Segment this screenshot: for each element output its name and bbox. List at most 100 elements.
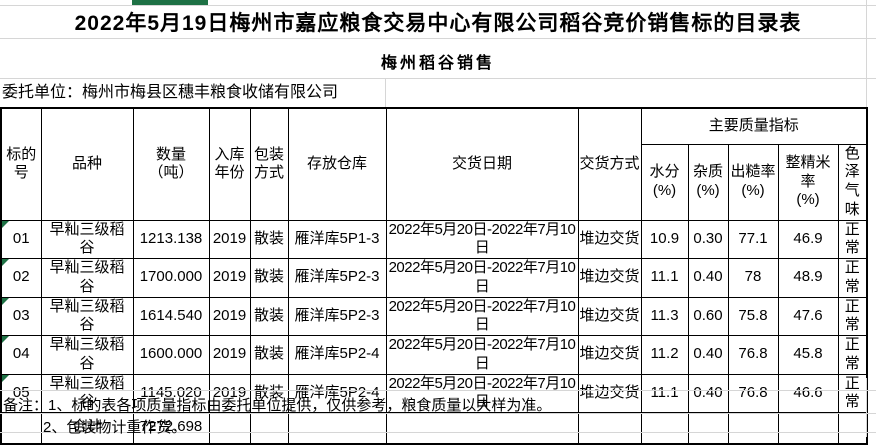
bid-number-cell[interactable]: 03 — [0, 296, 42, 336]
comment-marker-icon — [2, 220, 9, 228]
table-cell[interactable]: 11.1 — [640, 258, 689, 298]
table-cell[interactable]: 散装 — [249, 258, 289, 298]
table-cell[interactable]: 正常 — [837, 296, 868, 336]
table-cell[interactable]: 早籼三级稻谷 — [40, 296, 134, 336]
table-cell[interactable]: 正常 — [837, 335, 868, 375]
table-cell[interactable] — [385, 412, 579, 444]
header-warehouse[interactable]: 存放仓库 — [287, 107, 387, 221]
header-storage-year[interactable]: 入库 年份 — [208, 107, 251, 221]
table-cell[interactable]: 0.30 — [687, 219, 729, 259]
table-cell[interactable]: 2019 — [208, 335, 251, 375]
table-cell[interactable]: 1700.000 — [132, 258, 210, 298]
table-cell[interactable]: 77.1 — [727, 219, 779, 259]
table-cell[interactable] — [577, 412, 642, 444]
header-variety[interactable]: 品种 — [40, 107, 134, 221]
table-cell[interactable] — [687, 412, 729, 444]
table-cell[interactable]: 47.6 — [777, 296, 839, 336]
footnote-prefix: 备注： — [3, 397, 49, 414]
table-cell[interactable]: 1213.138 — [132, 219, 210, 259]
header-delivery-date[interactable]: 交货日期 — [385, 107, 579, 221]
bid-number-cell[interactable]: 05 — [0, 373, 42, 413]
table-cell[interactable]: 0.40 — [687, 373, 729, 413]
table-cell[interactable]: 2022年5月20日-2022年7月10日 — [385, 335, 579, 375]
table-cell[interactable]: 11.2 — [640, 335, 689, 375]
table-cell[interactable]: 0.40 — [687, 258, 729, 298]
table-cell[interactable]: 雁洋库5P2-4 — [287, 335, 387, 375]
table-cell[interactable]: 2022年5月20日-2022年7月10日 — [385, 219, 579, 259]
table-cell[interactable]: 76.8 — [727, 373, 779, 413]
table-cell[interactable]: 散装 — [249, 296, 289, 336]
table-cell[interactable]: 46.6 — [777, 373, 839, 413]
bid-number-cell[interactable]: 02 — [0, 258, 42, 298]
table-cell[interactable] — [208, 412, 251, 444]
table-cell[interactable]: 2019 — [208, 373, 251, 413]
table-row: 03 早籼三级稻谷 1614.540 2019 散装 雁洋库5P2-3 2022… — [0, 296, 868, 336]
header-color-odor[interactable]: 色泽 气味 — [837, 143, 868, 221]
table-cell[interactable]: 45.8 — [777, 335, 839, 375]
table-cell[interactable] — [837, 412, 868, 444]
table-cell[interactable]: 雁洋库5P2-3 — [287, 296, 387, 336]
gridline — [0, 38, 876, 39]
table-cell[interactable]: 2019 — [208, 258, 251, 298]
header-quality-group[interactable]: 主要质量指标 — [640, 107, 868, 145]
header-delivery-method[interactable]: 交货方式 — [577, 107, 642, 221]
table-cell[interactable]: 早籼三级稻谷 — [40, 258, 134, 298]
footnote-1-text: 1、标的表各项质量指标由委托单位提供，仅供参考，粮食质量以大样为准。 — [48, 397, 552, 414]
table-cell[interactable]: 10.9 — [640, 219, 689, 259]
table-cell[interactable] — [249, 412, 289, 444]
comment-marker-icon — [2, 374, 9, 382]
footnote-2: 2、包装物计重作货。 — [43, 416, 186, 437]
header-impurity[interactable]: 杂质 (%) — [687, 143, 729, 221]
table-cell[interactable]: 堆边交货 — [577, 335, 642, 375]
table-cell[interactable]: 2022年5月20日-2022年7月10日 — [385, 296, 579, 336]
table-cell[interactable]: 78 — [727, 258, 779, 298]
table-cell[interactable]: 76.8 — [727, 335, 779, 375]
table-cell[interactable]: 11.3 — [640, 296, 689, 336]
table-cell[interactable]: 雁洋库5P1-3 — [287, 219, 387, 259]
table-cell[interactable]: 散装 — [249, 335, 289, 375]
table-cell[interactable]: 正常 — [837, 373, 868, 413]
table-cell[interactable]: 75.8 — [727, 296, 779, 336]
gridline — [0, 5, 876, 6]
table-cell[interactable]: 48.9 — [777, 258, 839, 298]
table-cell[interactable]: 2022年5月20日-2022年7月10日 — [385, 373, 579, 413]
header-row-1: 标的 号 品种 数量 （吨） 入库 年份 包装 方式 存放仓库 交货日期 交货方… — [0, 107, 868, 221]
table-cell[interactable]: 雁洋库5P2-3 — [287, 258, 387, 298]
table-cell[interactable]: 堆边交货 — [577, 219, 642, 259]
table-cell[interactable]: 11.1 — [640, 373, 689, 413]
table-cell[interactable]: 正常 — [837, 258, 868, 298]
table-cell[interactable]: 堆边交货 — [577, 373, 642, 413]
table-cell[interactable]: 早籼三级稻谷 — [40, 219, 134, 259]
table-cell[interactable]: 正常 — [837, 219, 868, 259]
table-cell[interactable]: 1145.020 — [132, 373, 210, 413]
gridline — [0, 390, 876, 391]
table-cell[interactable]: 堆边交货 — [577, 258, 642, 298]
table-cell[interactable]: 1600.000 — [132, 335, 210, 375]
header-packing[interactable]: 包装 方式 — [249, 107, 289, 221]
table-cell[interactable]: 46.9 — [777, 219, 839, 259]
bid-number-cell[interactable]: 01 — [0, 219, 42, 259]
table-cell[interactable]: 2019 — [208, 296, 251, 336]
table-cell[interactable]: 0.60 — [687, 296, 729, 336]
bid-number-cell[interactable]: 04 — [0, 335, 42, 375]
table-cell[interactable]: 散装 — [249, 219, 289, 259]
table-cell[interactable] — [727, 412, 779, 444]
header-quantity[interactable]: 数量 （吨） — [132, 107, 210, 221]
table-cell[interactable]: 早籼三级稻谷 — [40, 335, 134, 375]
table-cell[interactable]: 堆边交货 — [577, 296, 642, 336]
table-cell[interactable]: 1614.540 — [132, 296, 210, 336]
table-cell[interactable] — [0, 412, 42, 444]
table-cell[interactable]: 0.40 — [687, 335, 729, 375]
table-cell[interactable]: 2019 — [208, 219, 251, 259]
lots-table: 标的 号 品种 数量 （吨） 入库 年份 包装 方式 存放仓库 交货日期 交货方… — [0, 107, 868, 445]
header-moisture[interactable]: 水分 (%) — [640, 143, 689, 221]
table-cell[interactable]: 散装 — [249, 373, 289, 413]
table-cell[interactable] — [287, 412, 387, 444]
header-bid-no[interactable]: 标的 号 — [0, 107, 42, 221]
header-head-rice-rate[interactable]: 整精米率 (%) — [777, 143, 839, 221]
table-cell[interactable]: 2022年5月20日-2022年7月10日 — [385, 258, 579, 298]
table-cell[interactable]: 早籼三级稻谷 — [40, 373, 134, 413]
header-brown-rice-rate[interactable]: 出糙率 (%) — [727, 143, 779, 221]
table-cell[interactable] — [777, 412, 839, 444]
table-cell[interactable] — [640, 412, 689, 444]
